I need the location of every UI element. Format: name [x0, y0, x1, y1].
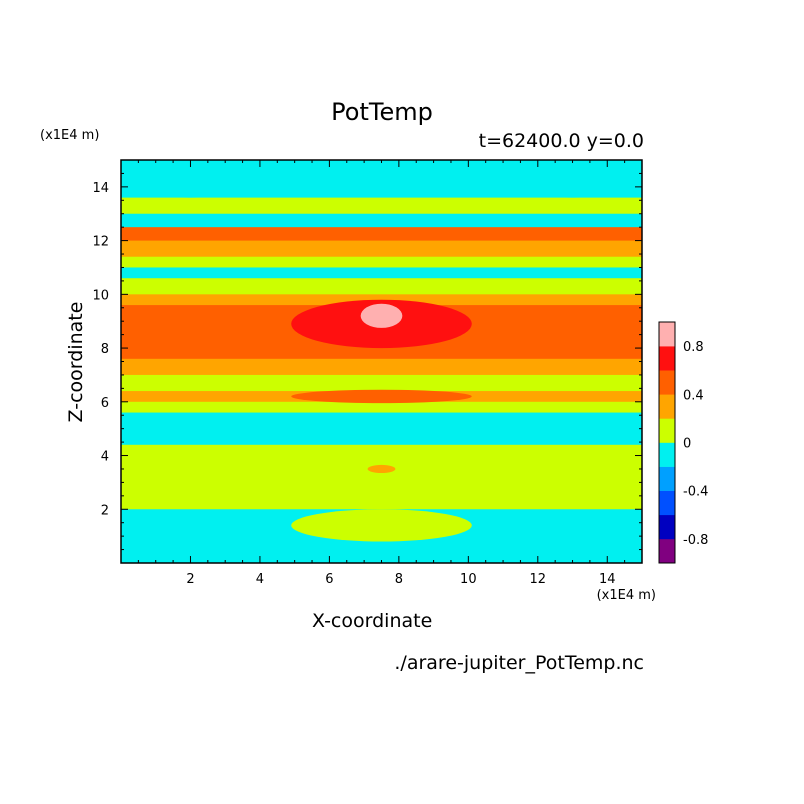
contour-band-2	[121, 197, 642, 215]
time-label: t=62400.0 y=0.0	[478, 130, 644, 152]
x-tick-label-2: 2	[186, 572, 194, 587]
contour-band-11	[121, 358, 642, 376]
x-axis-label: X-coordinate	[312, 610, 433, 632]
colorbar-swatch-0	[659, 538, 675, 564]
colorbar: 0.8 0.4 0 -0.4 -0.8	[658, 321, 708, 564]
y-tick-label-4: 4	[101, 450, 109, 465]
contour-feature-6	[291, 509, 472, 542]
contour-band-14	[121, 401, 642, 414]
colorbar-tick-label-1: 0.4	[683, 388, 704, 403]
x-tick-label-14: 14	[599, 572, 616, 587]
file-name-label: ./arare-jupiter_PotTemp.nc	[394, 652, 644, 674]
colorbar-swatch-2	[659, 490, 675, 516]
contour-band-3	[121, 213, 642, 228]
colorbar-swatch-1	[659, 514, 675, 540]
x-tick-label-6: 6	[325, 572, 333, 587]
x-tick-label-12: 12	[530, 572, 547, 587]
y-tick-label-6: 6	[101, 396, 109, 411]
x-tick-label-10: 10	[460, 572, 477, 587]
contour-band-5	[121, 240, 642, 258]
y-axis-unit: (x1E4 m)	[40, 128, 100, 143]
axes: 2 4 6 8 10 12 14 2 4 6 8 10 12 14	[92, 160, 642, 587]
colorbar-tick-label-2: 0	[683, 437, 691, 452]
x-axis-unit: (x1E4 m)	[596, 588, 656, 603]
contour-feature-3	[367, 464, 396, 473]
colorbar-swatch-7	[659, 370, 675, 395]
contour-feature-2	[291, 389, 472, 404]
y-tick-label-8: 8	[101, 342, 109, 357]
colorbar-swatch-8	[659, 346, 675, 371]
contour-feature-4	[121, 165, 278, 198]
contour-band-15	[121, 412, 642, 446]
colorbar-tick-label-3: -0.4	[683, 485, 708, 500]
colorbar-tick-label-0: 0.8	[683, 340, 704, 355]
x-tick-label-4: 4	[256, 572, 264, 587]
colorbar-swatch-5	[659, 418, 675, 443]
colorbar-frame	[658, 321, 676, 564]
y-tick-label-10: 10	[92, 288, 109, 303]
colorbar-swatch-3	[659, 466, 675, 491]
y-tick-label-12: 12	[92, 235, 109, 250]
y-axis-label: Z-coordinate	[65, 301, 87, 423]
contour-band-12	[121, 374, 642, 392]
contour-band-7	[121, 267, 642, 279]
contour-band-16	[121, 444, 642, 510]
contour-band-4	[121, 227, 642, 242]
y-tick-label-14: 14	[92, 181, 109, 196]
x-tick-label-8: 8	[395, 572, 403, 587]
contour-field	[121, 160, 642, 563]
contour-feature-5	[485, 165, 642, 198]
contour-feature-1	[360, 303, 403, 328]
chart-title: PotTemp	[331, 98, 433, 126]
colorbar-tick-label-4: -0.8	[683, 533, 708, 548]
colorbar-swatch-6	[659, 394, 675, 419]
colorbar-swatch-4	[659, 442, 675, 467]
contour-band-8	[121, 278, 642, 295]
y-tick-label-2: 2	[101, 503, 109, 518]
colorbar-swatch-9	[659, 322, 675, 347]
contour-band-6	[121, 256, 642, 268]
